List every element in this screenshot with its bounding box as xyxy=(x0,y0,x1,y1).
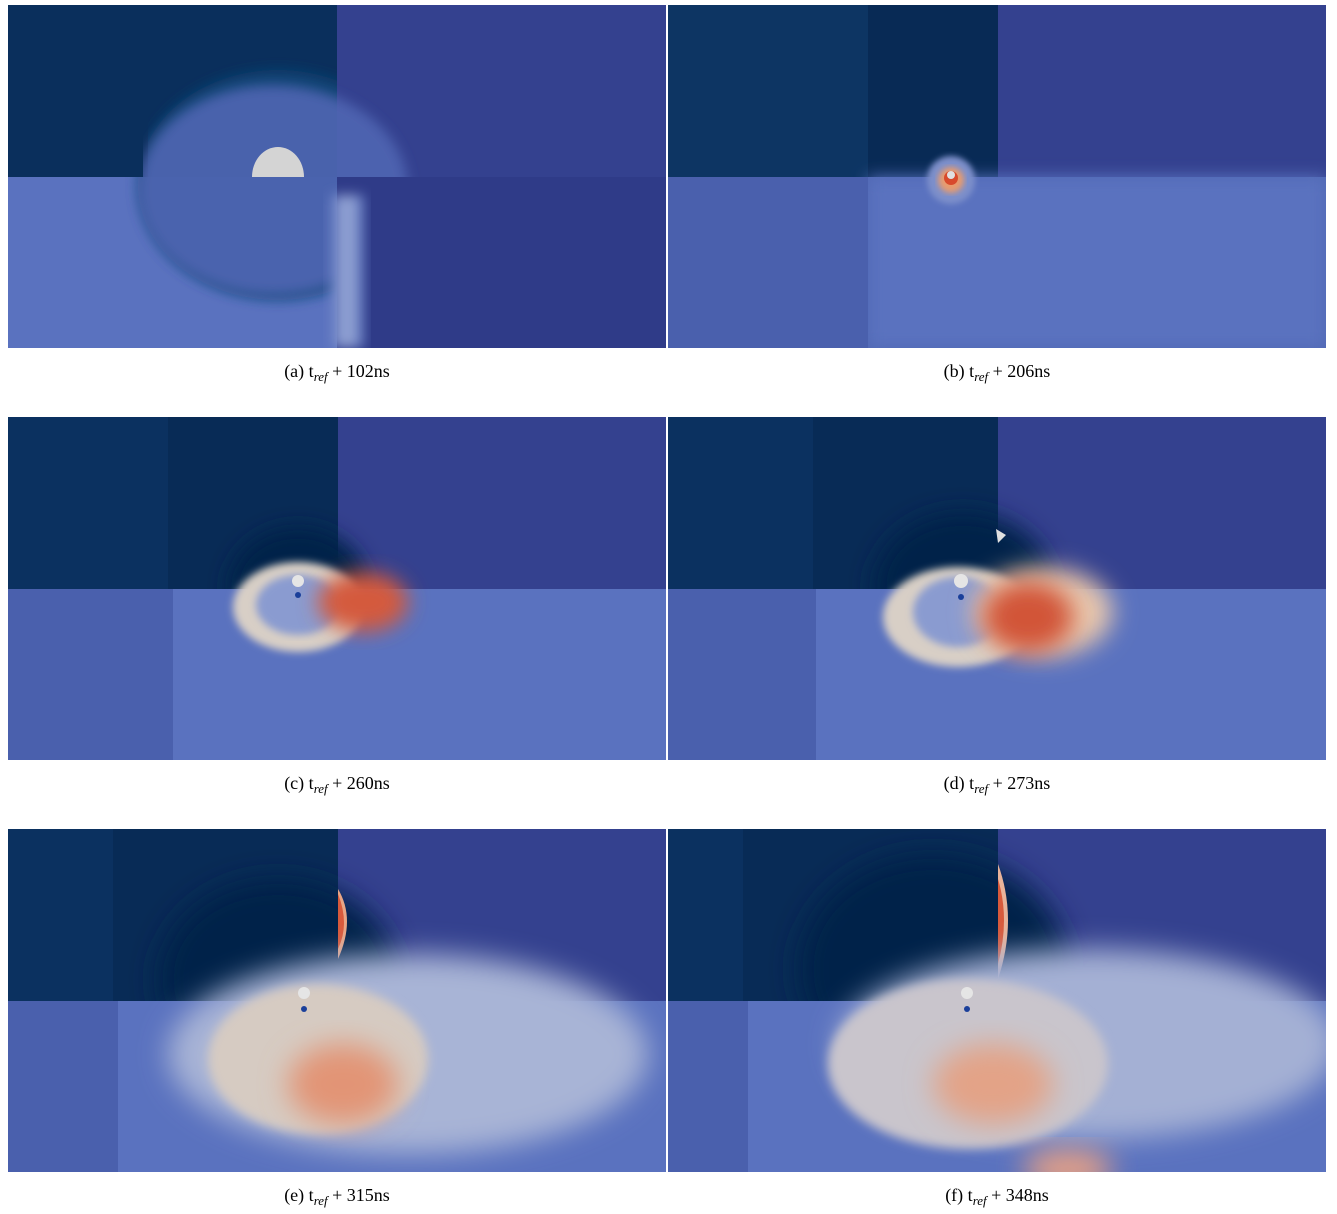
panel-e-caption: (e) tref + 315ns xyxy=(284,1185,390,1208)
panel-a-caption: (a) tref + 102ns xyxy=(284,361,390,384)
panel-d-image xyxy=(668,417,1326,760)
panel-b-caption: (b) tref + 206ns xyxy=(943,361,1051,384)
panel-e-image xyxy=(8,829,666,1172)
panel-c-image xyxy=(8,417,666,760)
panel-f-caption: (f) tref + 348ns xyxy=(945,1185,1049,1208)
panel-f-image xyxy=(668,829,1326,1172)
panel-c-caption: (c) tref + 260ns xyxy=(284,773,390,796)
panel-d-caption: (d) tref + 273ns xyxy=(943,773,1051,796)
panel-a-image xyxy=(8,5,666,348)
panel-b-image xyxy=(668,5,1326,348)
